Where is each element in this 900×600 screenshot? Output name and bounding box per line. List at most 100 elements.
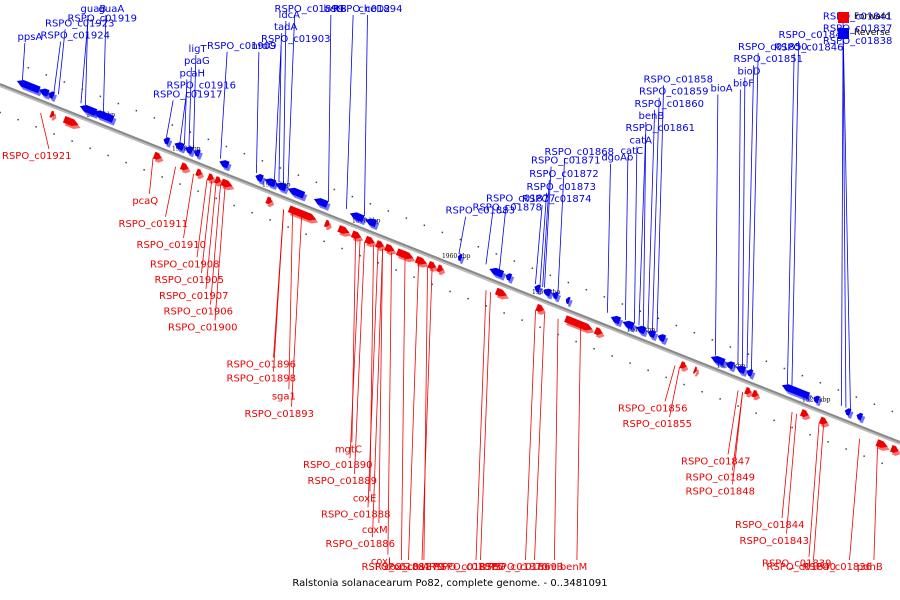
forward-leader-line: [288, 213, 293, 390]
reverse-leader-line: [485, 213, 494, 265]
forward-gene-shadow: [197, 171, 204, 180]
forward-leader-line: [378, 249, 383, 524]
forward-gene-shadow: [51, 113, 57, 121]
forward-leader-line: [210, 184, 221, 305]
track-dot: [611, 355, 613, 357]
reverse-leader-line: [787, 53, 795, 385]
legend-reverse: Reverse: [838, 25, 890, 41]
track-dot: [405, 217, 408, 219]
track-dot: [729, 346, 732, 348]
forward-gene: [535, 303, 544, 312]
forward-gene-label: RSPO_c01875: [434, 562, 504, 573]
forward-gene-label: RSPO_c01870: [479, 562, 549, 573]
track-dot: [269, 219, 271, 221]
reverse-gene-label: RSPO_c01846: [774, 42, 844, 53]
reverse-gene-label: RSPO_c01837: [823, 24, 893, 35]
forward-leader-line: [367, 247, 379, 508]
reverse-gene: [543, 288, 552, 297]
reverse-gene: [735, 365, 747, 374]
reverse-leader-line: [647, 109, 656, 329]
reverse-leader-line: [22, 42, 26, 81]
reverse-gene: [275, 182, 288, 192]
forward-gene: [875, 439, 888, 448]
forward-gene-label: RSPO_c01843: [740, 536, 810, 547]
forward-gene-label: mgtC: [335, 444, 362, 455]
track-dot: [765, 360, 768, 363]
track-dot: [557, 333, 559, 336]
forward-leader-line: [849, 438, 860, 561]
forward-gene-label: RSPO_c01890: [303, 460, 373, 471]
track-dot: [485, 305, 487, 307]
forward-gene: [323, 219, 330, 228]
reverse-gene-label: pcaH: [180, 68, 206, 79]
reverse-leader-line: [737, 89, 741, 365]
track-dot: [585, 288, 588, 291]
reverse-leader-line: [539, 192, 548, 286]
forward-gene: [375, 240, 384, 249]
forward-leader-line: [372, 249, 383, 538]
forward-gene: [287, 205, 317, 221]
forward-gene: [751, 389, 759, 398]
reverse-leader-line: [652, 97, 660, 331]
forward-gene-label: creA: [407, 562, 430, 573]
forward-gene-label: RSPO_c01910: [137, 240, 207, 251]
forward-leader-line: [354, 241, 365, 474]
forward-gene-shadow: [681, 364, 689, 372]
reverse-gene: [726, 361, 735, 370]
forward-gene-label: RSPO_c01906: [164, 307, 234, 318]
reverse-leader-line: [85, 14, 89, 106]
reverse-gene: [365, 218, 378, 228]
track-dot: [647, 369, 649, 371]
reverse-leader-line: [751, 52, 759, 370]
track-dot: [593, 348, 595, 350]
forward-leader-line: [40, 112, 50, 150]
reverse-leader-line: [535, 205, 543, 285]
reverse-gene-label: bioD: [738, 66, 761, 77]
forward-gene: [49, 110, 55, 118]
track-dot: [315, 181, 318, 184]
forward-gene-label: pcaQ: [132, 196, 158, 207]
reverse-leader-line: [544, 166, 552, 288]
reverse-gene-label: tadA: [274, 22, 297, 33]
track-dot: [629, 362, 631, 364]
reverse-gene-label: bioF: [733, 79, 754, 90]
forward-gene-label: RSPO_c01921: [2, 151, 72, 162]
forward-leader-line: [669, 367, 680, 418]
legend-reverse-label: Reverse: [854, 28, 891, 38]
track-dot: [441, 231, 444, 234]
reverse-leader-line: [220, 51, 228, 159]
forward-gene-label: RSPO_c01848: [686, 486, 756, 497]
reverse-gene-label: RSPO_c01859: [639, 87, 709, 98]
reverse-gene: [813, 395, 821, 404]
forward-gene: [152, 151, 162, 160]
reverse-leader-line: [638, 134, 647, 326]
reverse-gene: [746, 369, 754, 377]
reverse-leader-line: [842, 34, 847, 408]
track-dot: [495, 253, 498, 255]
forward-leader-line: [273, 209, 284, 372]
forward-gene: [564, 315, 593, 331]
reverse-gene: [552, 291, 560, 300]
track-dot: [261, 160, 264, 162]
track-dot: [225, 145, 228, 148]
reverse-leader-line: [458, 216, 467, 254]
reverse-leader-line: [625, 156, 629, 320]
track-dot: [881, 462, 883, 465]
track-dot: [845, 448, 847, 450]
track-dot: [243, 152, 246, 155]
reverse-leader-line: [557, 157, 566, 294]
track-dot: [827, 441, 829, 443]
track-dot: [377, 262, 379, 264]
reverse-leader-line: [634, 146, 638, 324]
track-dot: [341, 247, 343, 250]
reverse-gene: [313, 198, 329, 208]
genome-caption: Ralstonia solanacearum Po82, complete ge…: [292, 578, 608, 589]
forward-gene: [364, 235, 375, 245]
forward-leader-line: [525, 309, 536, 561]
reverse-gene: [79, 105, 98, 116]
forward-gene: [265, 196, 273, 205]
reverse-leader-line: [184, 79, 188, 145]
